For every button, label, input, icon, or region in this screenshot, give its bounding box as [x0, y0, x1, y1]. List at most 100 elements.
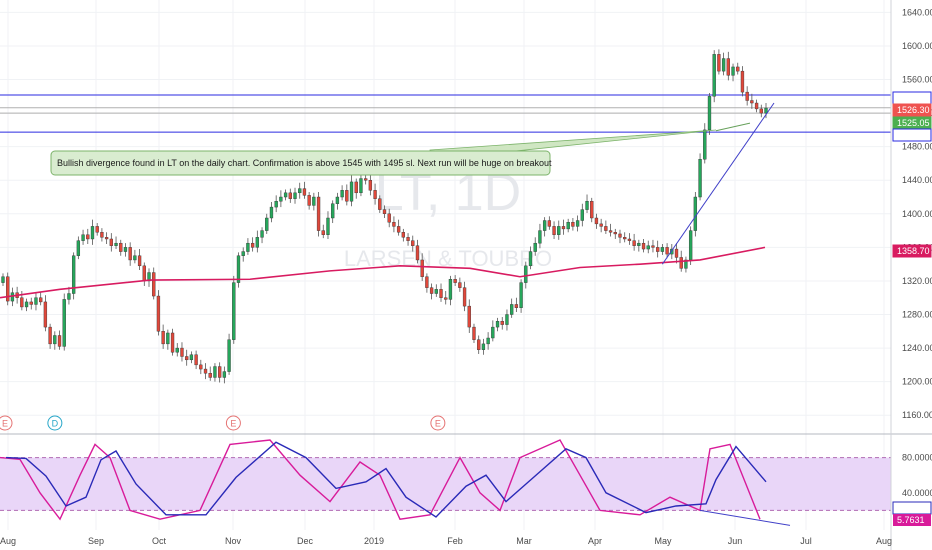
- candle-body: [486, 337, 490, 345]
- candle-body: [283, 192, 288, 198]
- candle-body: [613, 232, 617, 235]
- candle-body: [255, 237, 259, 248]
- event-marker[interactable]: E: [0, 415, 13, 431]
- candle-body: [590, 201, 594, 219]
- price-tick-label: 1240.00: [902, 343, 932, 353]
- candle-body: [373, 190, 377, 199]
- candle-body: [76, 240, 81, 256]
- price-tick-label: 1640.00: [902, 7, 932, 17]
- candle-body: [208, 373, 212, 378]
- candle-body: [368, 180, 373, 191]
- annotation-callout[interactable]: Bullish divergence found in LT on the da…: [50, 129, 717, 176]
- moving-average-line: [0, 246, 766, 299]
- time-tick-label: Jul: [800, 536, 812, 546]
- candle-body: [571, 221, 575, 227]
- candle-body: [90, 226, 95, 240]
- price-tick-label: 1440.00: [902, 175, 932, 185]
- candle-body: [166, 332, 170, 345]
- candle-body: [740, 70, 745, 93]
- candle-body: [312, 196, 316, 206]
- candle-body: [354, 181, 358, 194]
- candle-body: [580, 209, 584, 221]
- candlesticks: [1, 49, 768, 384]
- candle-body: [415, 245, 420, 261]
- candle-body: [62, 299, 66, 347]
- candle-body: [246, 242, 250, 252]
- candle-body: [34, 297, 38, 305]
- candle-body: [491, 326, 495, 339]
- candle-body: [632, 240, 636, 246]
- candle-body: [495, 321, 500, 328]
- candle-body: [24, 301, 29, 308]
- candle-body: [53, 335, 57, 345]
- candle-body: [674, 248, 679, 258]
- event-letter: E: [230, 419, 236, 429]
- price-tags: 1541.55 1526.30 1525.05 1497.30 1358.70 20.04…: [892, 91, 932, 526]
- candle-body: [566, 221, 570, 230]
- price-tick-label: 1400.00: [902, 209, 932, 219]
- candle-body: [387, 213, 391, 223]
- candle-body: [100, 232, 104, 238]
- event-marker[interactable]: E: [225, 415, 241, 431]
- candle-body: [6, 276, 10, 302]
- divergence-line: [699, 509, 791, 526]
- candle-body: [731, 66, 735, 76]
- candle-body: [665, 247, 669, 255]
- candle-body: [552, 226, 556, 235]
- event-circle: [430, 415, 446, 431]
- candle-body: [293, 192, 297, 199]
- osc-tag-box: [893, 514, 931, 526]
- price-tag-box: [892, 103, 932, 117]
- candle-body: [48, 326, 52, 345]
- candle-body: [660, 247, 665, 252]
- price-tag-box: [892, 128, 932, 142]
- candle-body: [359, 178, 363, 194]
- candle-body: [736, 66, 740, 72]
- candle-body: [175, 347, 179, 353]
- candle-body: [684, 259, 688, 269]
- candle-body: [335, 196, 340, 204]
- candle-body: [95, 226, 99, 233]
- price-tick-label: 1200.00: [902, 377, 932, 387]
- candle-body: [641, 242, 646, 250]
- osc-tick-label: 80.0000: [902, 453, 932, 463]
- candle-body: [481, 343, 486, 350]
- candle-body: [721, 58, 726, 72]
- candle-body: [180, 347, 184, 357]
- candle-body: [265, 217, 269, 231]
- candle-body: [429, 287, 434, 294]
- event-circle: [47, 415, 63, 431]
- candle-body: [161, 331, 165, 345]
- candle-body: [688, 230, 693, 261]
- candle-body: [241, 251, 245, 256]
- candle-body: [57, 335, 62, 347]
- callout-box: [50, 150, 551, 176]
- candle-body: [406, 237, 410, 241]
- candle-body: [321, 230, 325, 235]
- event-marker[interactable]: E: [430, 415, 446, 431]
- candle-body: [279, 196, 283, 202]
- grid-lines: [0, 0, 891, 530]
- event-marker[interactable]: D: [47, 415, 63, 431]
- candle-body: [71, 255, 76, 294]
- candle-body: [623, 237, 627, 240]
- candle-body: [298, 188, 302, 194]
- time-tick-label: Jun: [728, 536, 743, 546]
- candle-body: [199, 364, 203, 370]
- stochastic-oscillator: [0, 439, 891, 526]
- candle-body: [20, 297, 24, 308]
- time-tick-label: Aug: [876, 536, 892, 546]
- candle-body: [1, 276, 5, 283]
- candle-body: [717, 54, 721, 72]
- candle-body: [260, 230, 264, 238]
- candle-body: [378, 198, 382, 210]
- candle-body: [364, 178, 368, 181]
- event-circle: [225, 415, 241, 431]
- price-tick-label: 1320.00: [902, 276, 932, 286]
- candle-body: [514, 304, 519, 308]
- candle-body: [467, 305, 471, 328]
- callout-leader: [715, 122, 751, 132]
- candle-body: [448, 279, 453, 300]
- candle-body: [618, 233, 622, 238]
